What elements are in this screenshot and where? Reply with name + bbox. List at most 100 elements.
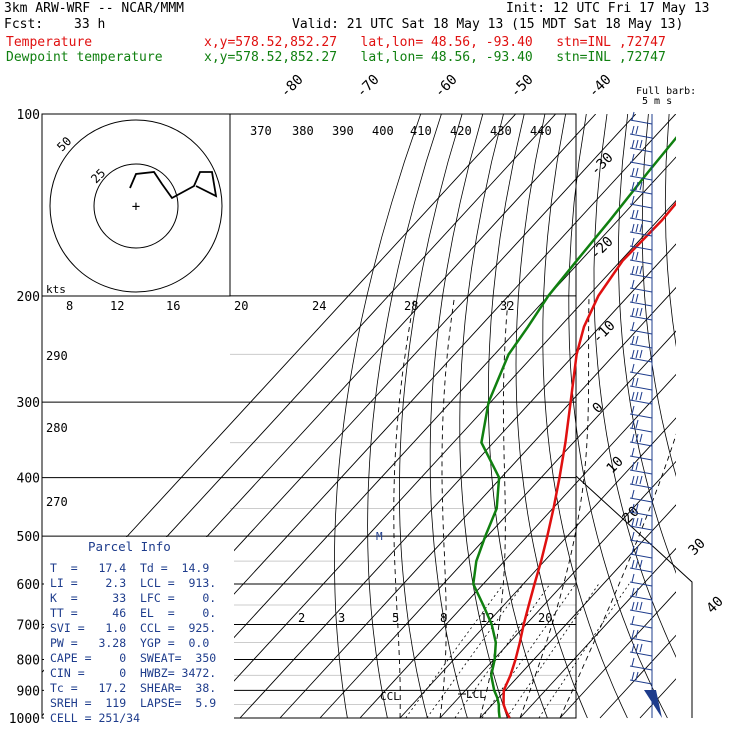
isotherm-line xyxy=(239,243,676,719)
wind-barb xyxy=(629,433,653,447)
wind-barb-feather xyxy=(631,335,635,345)
wind-barb xyxy=(629,195,653,209)
hodograph-box xyxy=(41,113,231,297)
temperature-legend-label: Temperature xyxy=(6,35,93,50)
isotherm-label: 40 xyxy=(704,594,727,617)
dry-adiabat-line xyxy=(731,114,740,718)
ccl-label: CCL xyxy=(380,690,400,703)
dry-adiabat-label: 270 xyxy=(46,495,68,509)
wind-barb-shaft xyxy=(629,399,653,405)
wind-barb-feather xyxy=(631,503,635,513)
wind-barb-feather xyxy=(631,643,635,653)
wind-barb-feather xyxy=(639,391,643,401)
isotherm-label: -70 xyxy=(354,72,383,101)
dry-adiabat-label: 390 xyxy=(332,124,354,138)
wind-barb-shaft xyxy=(629,567,653,573)
dry-adiabat-line xyxy=(618,114,676,574)
wind-barb xyxy=(629,461,653,475)
wind-barb-shaft xyxy=(629,483,653,489)
wind-barb-feather xyxy=(631,489,635,499)
wind-barb-shaft xyxy=(629,371,653,377)
wind-barb-shaft xyxy=(629,497,653,503)
wind-barb-feather xyxy=(631,195,635,205)
wind-barb-feather xyxy=(631,223,635,233)
wind-barb-feather xyxy=(635,293,639,303)
pressure-label: 400 xyxy=(17,472,40,487)
wind-barb-shaft xyxy=(629,511,653,517)
wind-barb-feather xyxy=(631,391,635,401)
dry-adiabat-line xyxy=(688,114,740,718)
wind-barb-feather xyxy=(631,349,635,359)
mixing-ratio-label: 5 xyxy=(392,611,399,625)
dewpoint-legend-label: Dewpoint temperature xyxy=(6,50,163,65)
wind-barb-shaft xyxy=(629,413,653,419)
parcel-info-row: CELL = 251/34 xyxy=(50,711,141,725)
wind-barb-feather xyxy=(631,559,635,569)
dry-adiabat-line xyxy=(459,114,508,719)
isotherm-label: -20 xyxy=(588,234,617,263)
parcel-marker-m: M xyxy=(376,530,383,543)
wind-barb-feather xyxy=(635,559,639,569)
wind-barb-feather xyxy=(639,433,643,443)
wind-barb-feather xyxy=(631,475,635,485)
wind-barb-shaft xyxy=(629,357,653,363)
hodograph-units: kts xyxy=(46,283,66,296)
dry-adiabat-line xyxy=(641,114,676,477)
valid-time: Valid: 21 UTC Sat 18 May 13 (15 MDT Sat … xyxy=(292,17,684,32)
wind-barb-feather xyxy=(635,335,639,345)
wind-barb xyxy=(629,573,653,587)
wind-barb xyxy=(629,517,653,531)
wind-barb-shaft xyxy=(629,147,653,153)
wind-barb-shaft xyxy=(629,651,653,657)
wind-barb-feather xyxy=(635,391,639,401)
parcel-info-row: CIN = 0 HWBZ= 3472. xyxy=(50,666,217,680)
wind-barb xyxy=(629,335,653,349)
wind-barb-feather xyxy=(635,643,639,653)
wind-barb-feather xyxy=(631,125,635,135)
mixing-ratio-line xyxy=(405,583,504,719)
wind-barb-feather xyxy=(635,209,639,219)
mixing-ratio-label: 3 xyxy=(338,611,345,625)
dry-adiabat-label: 440 xyxy=(530,124,552,138)
wind-barb-feather xyxy=(631,671,635,681)
moist-adiabat-line xyxy=(439,295,456,719)
wind-barb xyxy=(629,125,653,139)
wind-barb xyxy=(629,237,653,251)
wind-barb-feather xyxy=(631,419,635,429)
wind-barb-feather xyxy=(635,587,639,597)
pressure-label: 200 xyxy=(17,290,40,305)
wind-barb-feather xyxy=(635,433,639,443)
wind-barb xyxy=(629,293,653,307)
wind-barb-feather xyxy=(635,223,639,233)
wind-barb-feather xyxy=(631,293,635,303)
mixing-ratio-line xyxy=(538,583,630,719)
speed-axis-label: 20 xyxy=(234,299,248,313)
wind-barb-shaft xyxy=(629,203,653,209)
isotherm-line xyxy=(439,460,676,719)
dry-adiabat-line xyxy=(488,114,548,719)
wind-barb-feather xyxy=(631,573,635,583)
dry-adiabat-label: 380 xyxy=(292,124,314,138)
wind-barb-shaft xyxy=(629,539,653,545)
model-title: 3km ARW-WRF -- NCAR/MMM xyxy=(4,1,185,16)
wind-barb-shaft xyxy=(629,385,653,391)
wind-barb xyxy=(629,139,653,153)
hodograph-ring-inner xyxy=(93,163,179,249)
wind-barb-feather xyxy=(631,587,635,597)
wind-barb-shaft xyxy=(629,161,653,167)
isotherm-line xyxy=(319,330,676,719)
isotherm-line xyxy=(639,678,676,719)
wind-barb xyxy=(629,475,653,489)
init-time: Init: 12 UTC Fri 17 May 13 xyxy=(506,1,710,16)
wind-barb-feather xyxy=(639,307,643,317)
pressure-label: 700 xyxy=(17,618,40,633)
forecast-hour: 33 h xyxy=(74,17,106,32)
wind-barb xyxy=(629,363,653,377)
wind-barb-feather xyxy=(635,307,639,317)
mixing-ratio-line xyxy=(454,583,551,719)
hodograph-ring-outer xyxy=(49,119,223,293)
wind-barb-feather xyxy=(639,559,643,569)
wind-barb-feather xyxy=(635,601,639,611)
wind-barb xyxy=(629,531,653,545)
wind-barb xyxy=(629,377,653,391)
